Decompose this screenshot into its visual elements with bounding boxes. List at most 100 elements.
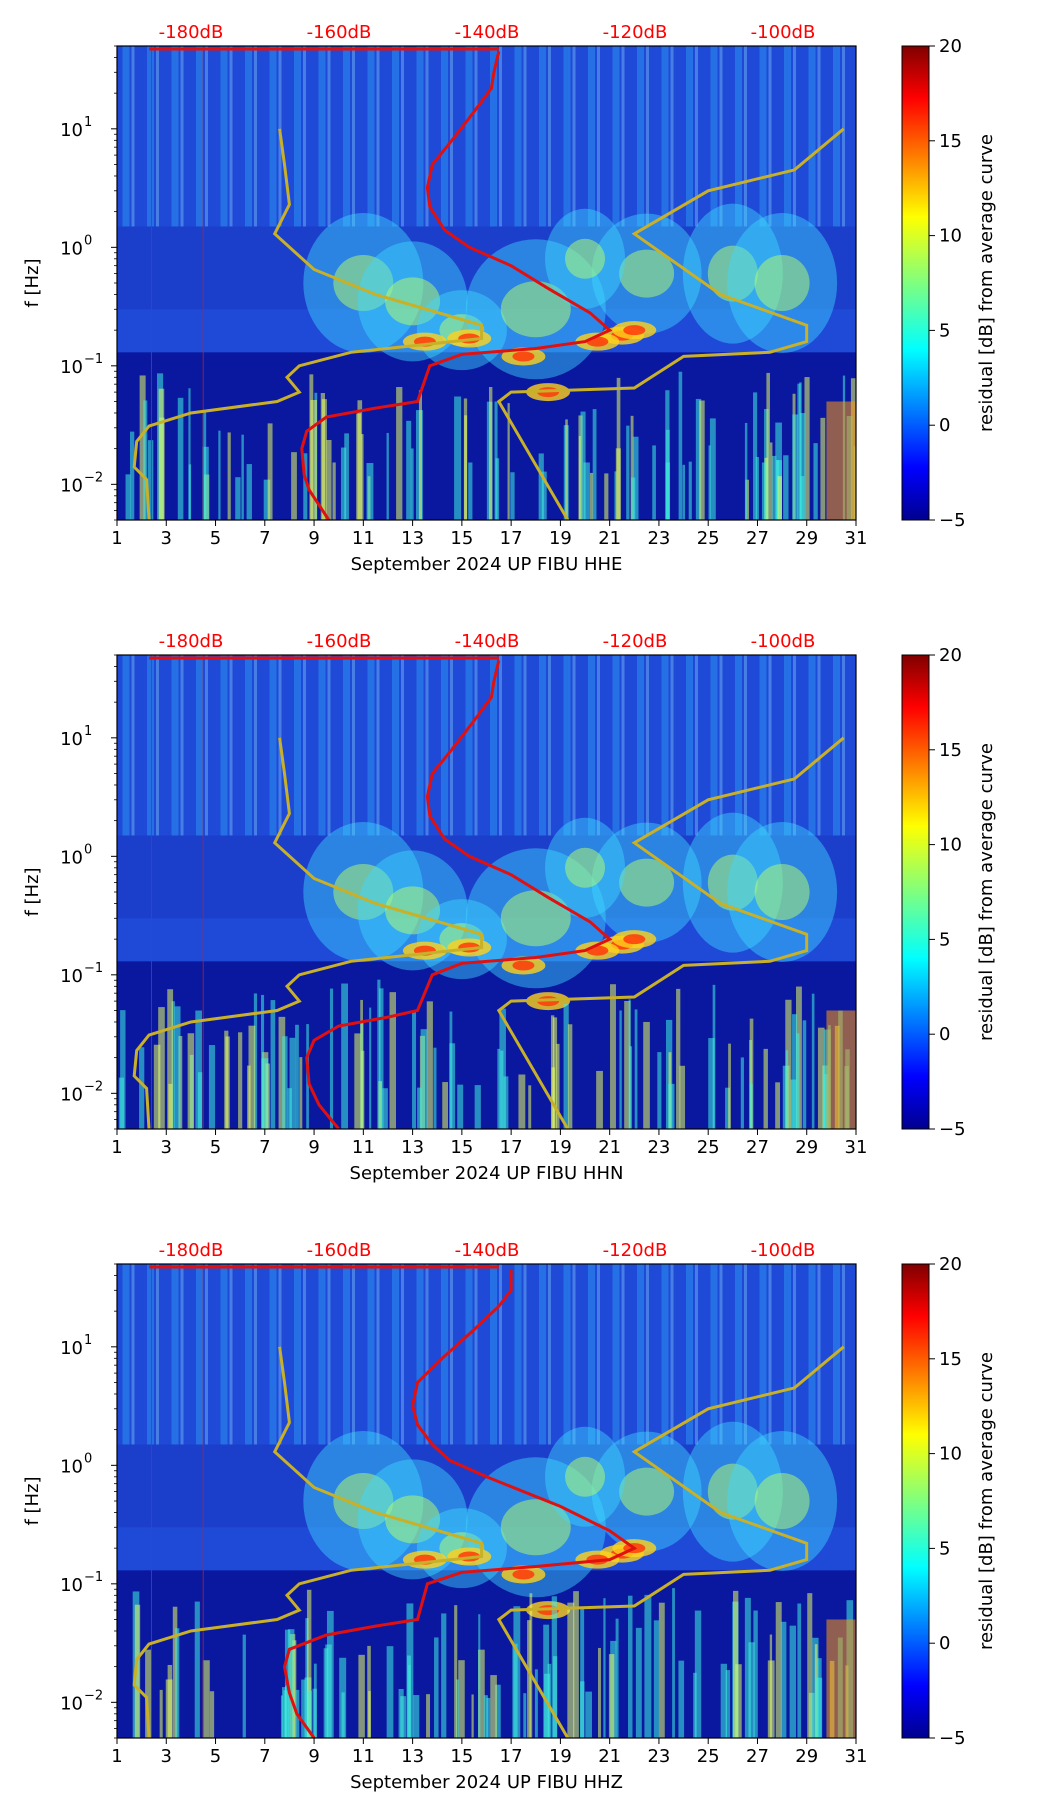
heatmap-image [117,46,856,520]
x-tick-label: 23 [647,1746,670,1767]
y-tick-label: 10 [60,120,83,141]
reference-model-curve [132,1346,484,1738]
y-tick-exponent: 1 [84,724,92,739]
x-tick-label: 5 [210,1137,221,1158]
reference-model-high-curve [496,1345,845,1738]
x-tick-label: 23 [647,1137,670,1158]
x-tick-label: 13 [401,1746,424,1767]
x-tick-label: 23 [647,528,670,549]
reference-model-high-curve [496,736,845,1129]
y-tick-exponent: −1 [84,961,103,976]
y-tick-label: 10 [60,475,83,496]
x-tick-label: 19 [549,1746,572,1767]
colorbar-tick-label: 5 [939,929,950,950]
colorbar-tick-label: 5 [939,320,950,341]
y-tick-label: 10 [60,1084,83,1105]
db-scale-label: -140dB [455,22,520,43]
x-axis-label: September 2024 UP FIBU HHZ [350,1772,623,1793]
colorbar-tick-label: −5 [939,1728,966,1749]
y-tick-label: 10 [60,1338,83,1359]
colorbar-tick-label: 15 [939,1349,962,1370]
colorbar-tick-label: 10 [939,835,962,856]
x-tick-label: 7 [259,1137,270,1158]
db-scale-label: -120dB [603,631,668,652]
db-scale-label: -160dB [307,1240,372,1261]
x-tick-label: 29 [795,528,818,549]
x-tick-label: 1 [111,528,122,549]
x-tick-label: 17 [500,528,523,549]
y-tick-exponent: 0 [84,1451,92,1466]
colorbar-tick-label: 15 [939,131,962,152]
colorbar-label: residual [dB] from average curve [976,743,997,1041]
colorbar: −5 0 5 10 15 20 residual [dB] from average cur… [901,645,997,1140]
reference-model-high-curve [496,127,845,520]
colorbar: −5 0 5 10 15 20 residual [dB] from average cur… [901,36,997,531]
x-tick-label: 17 [500,1137,523,1158]
x-tick-label: 5 [210,1746,221,1767]
x-tick-label: 21 [598,528,621,549]
x-tick-label: 9 [308,1137,319,1158]
x-tick-label: 25 [697,528,720,549]
y-tick-exponent: −1 [84,1570,103,1585]
y-tick-label: 10 [60,729,83,750]
y-tick-exponent: 1 [84,115,92,130]
y-tick-exponent: 1 [84,1333,92,1348]
x-tick-label: 1 [111,1746,122,1767]
x-tick-label: 17 [500,1746,523,1767]
x-tick-label: 1 [111,1137,122,1158]
y-tick-label: 10 [60,357,83,378]
x-tick-label: 3 [161,1746,172,1767]
y-tick-exponent: 0 [84,842,92,857]
y-tick-exponent: −1 [84,352,103,367]
colorbar-tick-label: 15 [939,740,962,761]
x-tick-label: 31 [845,528,868,549]
colorbar-tick-label: −5 [939,1119,966,1140]
colorbar-tick-label: 0 [939,415,950,436]
x-tick-label: 3 [161,1137,172,1158]
x-tick-label: 13 [401,528,424,549]
colorbar-label: residual [dB] from average curve [976,1352,997,1650]
colorbar-label: residual [dB] from average curve [976,134,997,432]
x-tick-label: 11 [352,528,375,549]
x-tick-label: 9 [308,1746,319,1767]
x-tick-label: 7 [259,528,270,549]
x-tick-label: 29 [795,1746,818,1767]
noise-level-curve [305,660,613,1129]
colorbar-tick-label: 20 [939,645,962,666]
db-scale-label: -100dB [751,631,816,652]
colorbar-tick-label: 0 [939,1024,950,1045]
y-tick-exponent: 0 [84,233,92,248]
x-axis-label: September 2024 UP FIBU HHN [350,1163,624,1184]
db-scale-label: -180dB [159,1240,224,1261]
x-tick-label: 15 [450,1137,473,1158]
x-tick-label: 15 [450,1746,473,1767]
y-axis-label: f [Hz] [22,867,43,916]
y-tick-exponent: −2 [84,1079,103,1094]
x-tick-label: 11 [352,1137,375,1158]
colorbar-tick-label: 20 [939,36,962,57]
x-tick-label: 3 [161,528,172,549]
x-tick-label: 7 [259,1746,270,1767]
x-tick-label: 19 [549,528,572,549]
x-tick-label: 25 [697,1746,720,1767]
reference-model-curve [132,737,484,1129]
y-tick-label: 10 [60,1575,83,1596]
y-tick-label: 10 [60,238,83,259]
x-tick-label: 15 [450,528,473,549]
x-tick-label: 29 [795,1137,818,1158]
db-scale-label: -120dB [603,22,668,43]
db-scale-label: -180dB [159,22,224,43]
x-tick-label: 27 [746,528,769,549]
x-tick-label: 21 [598,1137,621,1158]
noise-level-curve [282,1269,638,1738]
heatmap-image [117,1264,856,1738]
colorbar-tick-label: 0 [939,1633,950,1654]
reference-model-curve [132,128,484,520]
x-tick-label: 31 [845,1137,868,1158]
y-axis-label: f [Hz] [22,1476,43,1525]
db-scale-label: -160dB [307,631,372,652]
db-scale-label: -140dB [455,1240,520,1261]
x-tick-label: 31 [845,1746,868,1767]
